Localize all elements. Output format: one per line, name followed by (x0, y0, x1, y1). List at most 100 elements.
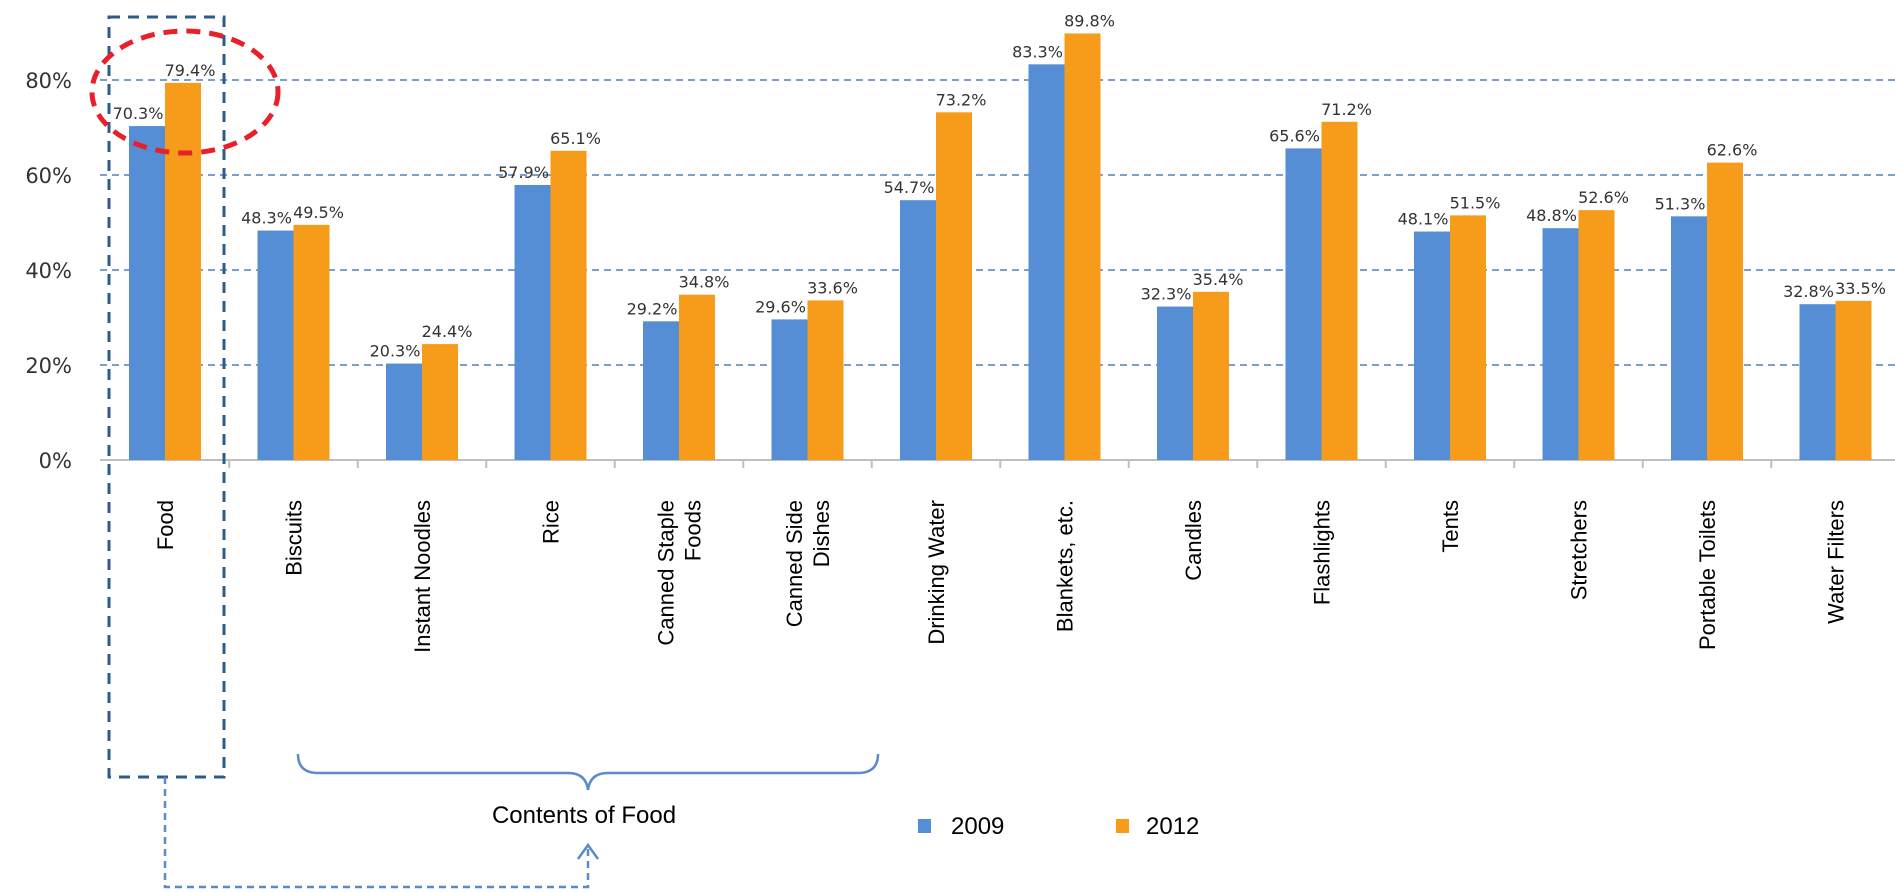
category-label-line: Portable Toilets (1695, 500, 1720, 650)
legend-label-2012: 2012 (1146, 813, 1199, 840)
category-label-line: Candles (1181, 500, 1206, 581)
data-label-2009: 51.3% (1655, 194, 1706, 213)
bar-2012 (1707, 162, 1743, 460)
data-label-2009: 48.8% (1526, 206, 1577, 225)
bars (129, 33, 1872, 461)
category-label-line: Dishes (809, 500, 834, 567)
data-label-2012: 71.2% (1321, 100, 1372, 119)
category-label-line: Instant Noodles (410, 500, 435, 653)
category-label: Stretchers (1567, 500, 1592, 600)
data-label-2012: 33.6% (807, 278, 858, 297)
data-label-2009: 54.7% (884, 178, 935, 197)
category-label: Tents (1438, 500, 1463, 553)
category-label: Canned Staple Foods (654, 500, 706, 646)
data-label-2012: 52.6% (1578, 188, 1629, 207)
data-label-2012: 24.4% (422, 322, 473, 341)
bar-2012 (1835, 300, 1872, 460)
bar-2009 (900, 200, 936, 461)
bar-2009 (1799, 304, 1836, 460)
bar-2012 (422, 344, 458, 460)
connector-arrow (163, 777, 590, 889)
legend-swatch-2009 (918, 819, 931, 833)
data-label-2012: 62.6% (1707, 141, 1758, 160)
bar-2009 (771, 319, 808, 460)
data-label-2009: 20.3% (370, 342, 421, 361)
data-label-2012: 79.4% (165, 61, 216, 80)
bar-2012 (1193, 291, 1229, 460)
bar-2009 (514, 184, 551, 460)
data-label-2012: 65.1% (550, 129, 601, 148)
data-label-2012: 33.5% (1835, 279, 1886, 298)
y-tick-label: 0% (39, 449, 72, 473)
bar-2012 (936, 112, 972, 461)
category-label: Food (153, 500, 178, 550)
data-label-2012: 89.8% (1064, 11, 1115, 30)
data-label-2012: 49.5% (293, 203, 344, 222)
data-label-2009: 29.6% (755, 297, 806, 316)
category-label-line: Canned Side (782, 500, 807, 627)
y-tick-label: 20% (25, 354, 72, 378)
category-label: Flashlights (1310, 500, 1335, 605)
contents-bracket (296, 753, 880, 791)
bar-2009 (1671, 216, 1707, 460)
bar-2009 (386, 363, 422, 460)
bar-2012 (550, 150, 587, 460)
arrow-head-icon (576, 842, 600, 860)
bar-2009 (1028, 64, 1065, 460)
bar-2009 (1285, 148, 1322, 460)
category-label-line: Water Filters (1824, 500, 1849, 624)
data-label-2009: 32.3% (1141, 285, 1192, 304)
category-label: Canned Side Dishes (782, 500, 834, 627)
data-label-2009: 57.9% (498, 163, 549, 182)
category-label: Biscuits (282, 500, 307, 576)
category-label-line: Tents (1438, 500, 1463, 553)
food-highlight-circle (89, 28, 281, 156)
category-label-line: Canned Staple (654, 500, 679, 646)
bar-2012 (293, 224, 330, 460)
data-labels: 70.3% 79.4% 48.3% 49.5% 20.3%24.4% 57.9%65.1%… (113, 11, 1886, 360)
bar-2012 (1321, 121, 1358, 461)
bar-2009 (1542, 228, 1579, 460)
y-tick-label: 60% (25, 164, 72, 188)
category-label: Instant Noodles (410, 500, 435, 653)
data-label-2009: 65.6% (1269, 126, 1320, 145)
data-label-2012: 34.8% (679, 273, 730, 292)
data-label-2009: 83.3% (1012, 42, 1063, 61)
bar-2012 (165, 82, 201, 460)
bar-2009 (1157, 306, 1193, 460)
data-label-2009: 29.2% (627, 299, 678, 318)
bar-2012 (1450, 215, 1486, 460)
bar-2009 (257, 230, 294, 460)
grid-lines (100, 79, 1895, 366)
bar-2009 (1414, 231, 1450, 460)
data-label-2012: 73.2% (936, 90, 987, 109)
annotations: Contents of Food (89, 15, 880, 889)
data-label-2009: 70.3% (113, 104, 164, 123)
category-label: Candles (1181, 500, 1206, 581)
data-label-2009: 48.3% (241, 209, 292, 228)
category-label: Rice (539, 500, 564, 544)
category-label-line: Food (153, 500, 178, 550)
category-label: Blankets, etc. (1053, 500, 1078, 632)
category-label-line: Biscuits (282, 500, 307, 576)
bar-2012 (807, 300, 844, 460)
legend: 2009 2012 (918, 813, 1199, 840)
contents-of-food-label: Contents of Food (492, 802, 676, 829)
category-label: Drinking Water (924, 500, 949, 645)
legend-swatch-2012 (1116, 819, 1129, 833)
data-label-2012: 35.4% (1193, 270, 1244, 289)
food-highlight-frame (107, 15, 226, 779)
category-label-line: Flashlights (1310, 500, 1335, 605)
y-axis: 0% 20% 40% 60% 80% (25, 69, 1895, 473)
data-label-2012: 51.5% (1450, 193, 1501, 212)
category-label-line: Foods (681, 500, 706, 561)
category-label: Water Filters (1824, 500, 1849, 624)
data-label-2009: 48.1% (1398, 210, 1449, 229)
legend-label-2009: 2009 (951, 813, 1004, 840)
bar-2012 (679, 294, 715, 460)
data-label-2009: 32.8% (1783, 282, 1834, 301)
bar-2012 (1064, 33, 1101, 460)
y-tick-label: 40% (25, 259, 72, 283)
category-label: Portable Toilets (1695, 500, 1720, 650)
